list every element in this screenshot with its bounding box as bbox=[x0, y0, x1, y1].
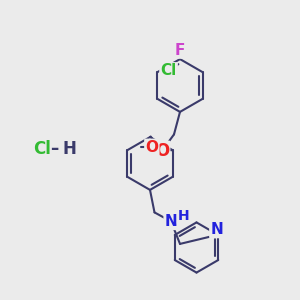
Text: –: – bbox=[50, 140, 58, 158]
Text: Cl: Cl bbox=[160, 63, 177, 78]
Text: N: N bbox=[210, 222, 223, 237]
Text: Cl: Cl bbox=[33, 140, 51, 158]
Text: H: H bbox=[63, 140, 77, 158]
Text: O: O bbox=[146, 140, 158, 155]
Text: N: N bbox=[165, 214, 177, 229]
Text: O: O bbox=[155, 142, 169, 160]
Text: H: H bbox=[178, 209, 189, 223]
Text: F: F bbox=[175, 43, 185, 58]
